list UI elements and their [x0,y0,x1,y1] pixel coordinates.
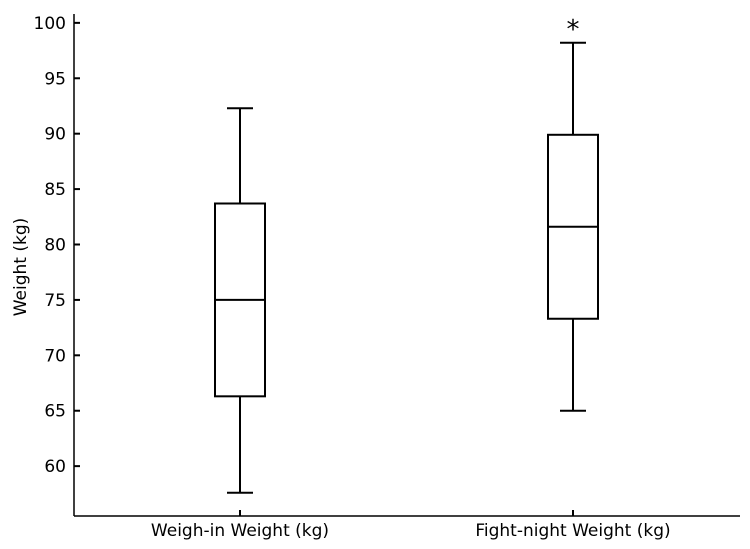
significance-annotation: * [567,15,580,45]
y-ticks: 60 65 70 75 80 85 90 95 100 [34,14,80,477]
y-tick-label: 80 [44,235,66,255]
y-tick-label: 75 [44,291,66,311]
y-tick-label: 65 [44,402,66,422]
y-tick-label: 85 [44,180,66,200]
y-tick-label: 70 [44,346,66,366]
y-axis-title: Weight (kg) [11,218,31,317]
y-tick-label: 60 [44,457,66,477]
box-group: * [547,15,599,412]
y-tick-label: 90 [44,125,66,145]
box-group [214,107,266,494]
axes [73,14,740,517]
y-tick-label: 100 [34,14,66,34]
x-ticks: Weigh-in Weight (kg) Fight-night Weight (… [151,510,671,541]
y-tick-label: 95 [44,69,66,89]
boxes: * [214,15,599,494]
x-tick-label: Weigh-in Weight (kg) [151,521,329,541]
x-tick-label: Fight-night Weight (kg) [475,521,670,541]
